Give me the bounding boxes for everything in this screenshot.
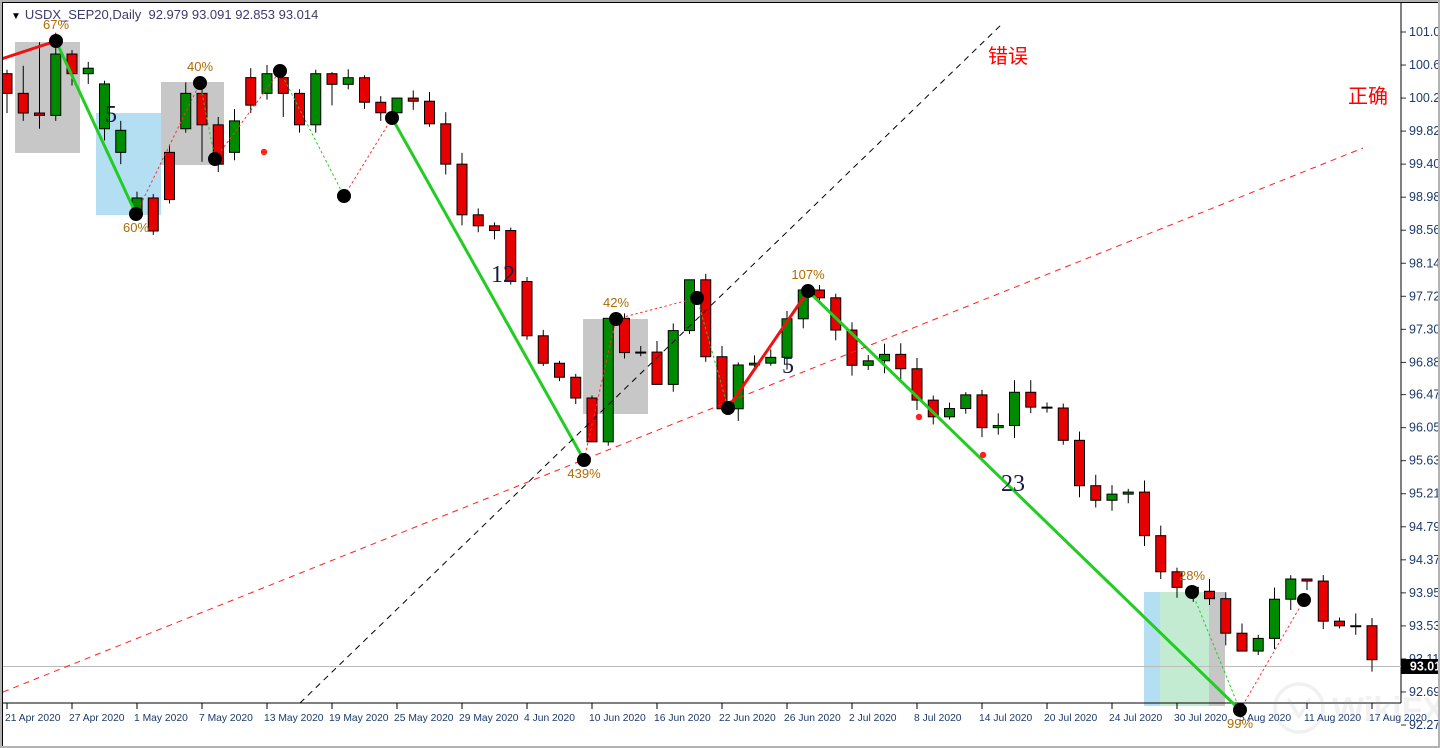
svg-text:96.050: 96.050 [1409,421,1438,435]
svg-text:正确: 正确 [1348,85,1388,108]
svg-text:25 May 2020: 25 May 2020 [394,713,454,724]
svg-text:错误: 错误 [988,45,1028,68]
svg-text:96.880: 96.880 [1409,355,1438,369]
svg-text:19 May 2020: 19 May 2020 [329,713,389,724]
svg-text:12: 12 [491,262,515,288]
svg-text:93.530: 93.530 [1409,619,1438,633]
svg-text:98.140: 98.140 [1409,256,1438,270]
svg-text:1 May 2020: 1 May 2020 [134,713,188,724]
svg-text:24 Jul 2020: 24 Jul 2020 [1109,713,1163,724]
svg-text:97.300: 97.300 [1409,322,1438,336]
svg-text:20 Jul 2020: 20 Jul 2020 [1044,713,1098,724]
svg-text:7 May 2020: 7 May 2020 [199,713,253,724]
svg-text:28%: 28% [1179,568,1205,583]
svg-text:97.720: 97.720 [1409,289,1438,303]
svg-text:40%: 40% [187,59,213,74]
svg-text:96.470: 96.470 [1409,388,1438,402]
svg-text:21 Apr 2020: 21 Apr 2020 [5,713,61,724]
svg-text:42%: 42% [603,295,629,310]
svg-text:98.980: 98.980 [1409,190,1438,204]
svg-text:8 Jul 2020: 8 Jul 2020 [914,713,962,724]
svg-text:94.790: 94.790 [1409,520,1438,534]
svg-text:23: 23 [1001,471,1025,497]
svg-text:439%: 439% [567,466,601,481]
svg-text:101.080: 101.080 [1409,25,1438,39]
svg-text:5: 5 [105,102,117,128]
svg-text:16 Jun 2020: 16 Jun 2020 [654,713,711,724]
svg-text:WikiFX: WikiFX [1332,691,1438,729]
svg-text:29 May 2020: 29 May 2020 [459,713,519,724]
svg-text:95.210: 95.210 [1409,487,1438,501]
svg-text:100.660: 100.660 [1409,58,1438,72]
svg-text:27 Apr 2020: 27 Apr 2020 [69,713,125,724]
svg-text:99.820: 99.820 [1409,124,1438,138]
svg-text:4 Jun 2020: 4 Jun 2020 [524,713,575,724]
svg-text:99%: 99% [1227,716,1253,731]
svg-text:93.950: 93.950 [1409,586,1438,600]
svg-text:22 Jun 2020: 22 Jun 2020 [719,713,776,724]
svg-text:13 May 2020: 13 May 2020 [264,713,324,724]
svg-text:99.400: 99.400 [1409,157,1438,171]
svg-text:30 Jul 2020: 30 Jul 2020 [1174,713,1228,724]
svg-text:10 Jun 2020: 10 Jun 2020 [589,713,646,724]
svg-text:95.630: 95.630 [1409,454,1438,468]
svg-text:14 Jul 2020: 14 Jul 2020 [979,713,1033,724]
svg-text:107%: 107% [791,267,825,282]
svg-text:5: 5 [782,353,794,379]
svg-text:98.560: 98.560 [1409,223,1438,237]
svg-text:60%: 60% [123,220,149,235]
svg-text:100.240: 100.240 [1409,91,1438,105]
svg-text:94.370: 94.370 [1409,553,1438,567]
svg-text:2 Jul 2020: 2 Jul 2020 [849,713,897,724]
svg-text:26 Jun 2020: 26 Jun 2020 [784,713,841,724]
svg-text:93.014: 93.014 [1410,659,1438,673]
